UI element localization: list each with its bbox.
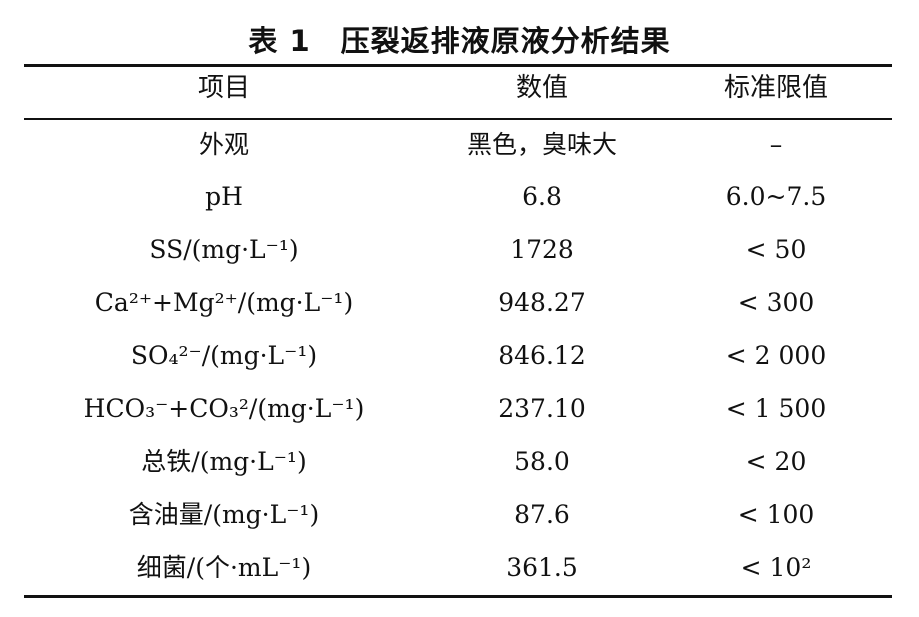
row-value: 黑色，臭味大: [466, 130, 617, 159]
table-number: 表 1: [248, 24, 311, 58]
row-value: 948.27: [498, 288, 586, 317]
row-limit: < 2 000: [725, 341, 827, 370]
table-title: 压裂返排液原液分析结果: [340, 24, 671, 58]
row-value: 1728: [510, 235, 574, 264]
row-item: Ca²⁺+Mg²⁺/(mg·L⁻¹): [94, 288, 354, 317]
table-row: 外观 黑色，臭味大 –: [24, 118, 892, 171]
row-limit: < 300: [737, 288, 815, 317]
row-item: 总铁/(mg·L⁻¹): [141, 447, 307, 476]
table-row: SS/(mg·L⁻¹) 1728 < 50: [24, 223, 892, 276]
table-row: 总铁/(mg·L⁻¹) 58.0 < 20: [24, 435, 892, 488]
table-row: SO₄²⁻/(mg·L⁻¹) 846.12 < 2 000: [24, 329, 892, 382]
row-item: 含油量/(mg·L⁻¹): [128, 500, 320, 529]
row-value: 87.6: [514, 500, 570, 529]
row-value: 58.0: [514, 447, 570, 476]
row-item: HCO₃⁻+CO₃²/(mg·L⁻¹): [83, 394, 365, 423]
row-value: 846.12: [498, 341, 586, 370]
row-limit: < 100: [737, 500, 815, 529]
row-limit: < 50: [745, 235, 807, 264]
table-row: HCO₃⁻+CO₃²/(mg·L⁻¹) 237.10 < 1 500: [24, 382, 892, 435]
bottom-rule: [24, 595, 892, 598]
row-value: 361.5: [506, 553, 578, 582]
table-row: pH 6.8 6.0~7.5: [24, 170, 892, 223]
row-limit: 6.0~7.5: [725, 182, 827, 211]
row-limit: < 1 500: [725, 394, 827, 423]
row-limit: < 10²: [740, 553, 812, 582]
row-limit: < 20: [745, 447, 807, 476]
row-limit: –: [769, 130, 783, 159]
header-limit: 标准限值: [723, 73, 828, 103]
row-item: 外观: [198, 130, 249, 159]
row-value: 6.8: [522, 182, 562, 211]
row-item: SS/(mg·L⁻¹): [149, 235, 299, 264]
table-header-row: 项目 数值 标准限值: [24, 62, 892, 115]
row-value: 237.10: [498, 394, 586, 423]
row-item: 细菌/(个·mL⁻¹): [136, 553, 312, 582]
header-item: 项目: [197, 73, 250, 103]
table-row: 细菌/(个·mL⁻¹) 361.5 < 10²: [24, 541, 892, 594]
row-item: SO₄²⁻/(mg·L⁻¹): [130, 341, 318, 370]
header-value: 数值: [515, 73, 568, 103]
row-item: pH: [205, 182, 243, 211]
top-rule: [24, 64, 892, 67]
table-row: 含油量/(mg·L⁻¹) 87.6 < 100: [24, 488, 892, 541]
header-rule: [24, 118, 892, 120]
table-caption: 表 1 压裂返排液原液分析结果: [0, 18, 919, 60]
table-row: Ca²⁺+Mg²⁺/(mg·L⁻¹) 948.27 < 300: [24, 276, 892, 329]
